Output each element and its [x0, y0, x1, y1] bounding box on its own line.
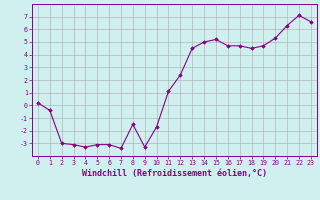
X-axis label: Windchill (Refroidissement éolien,°C): Windchill (Refroidissement éolien,°C)	[82, 169, 267, 178]
